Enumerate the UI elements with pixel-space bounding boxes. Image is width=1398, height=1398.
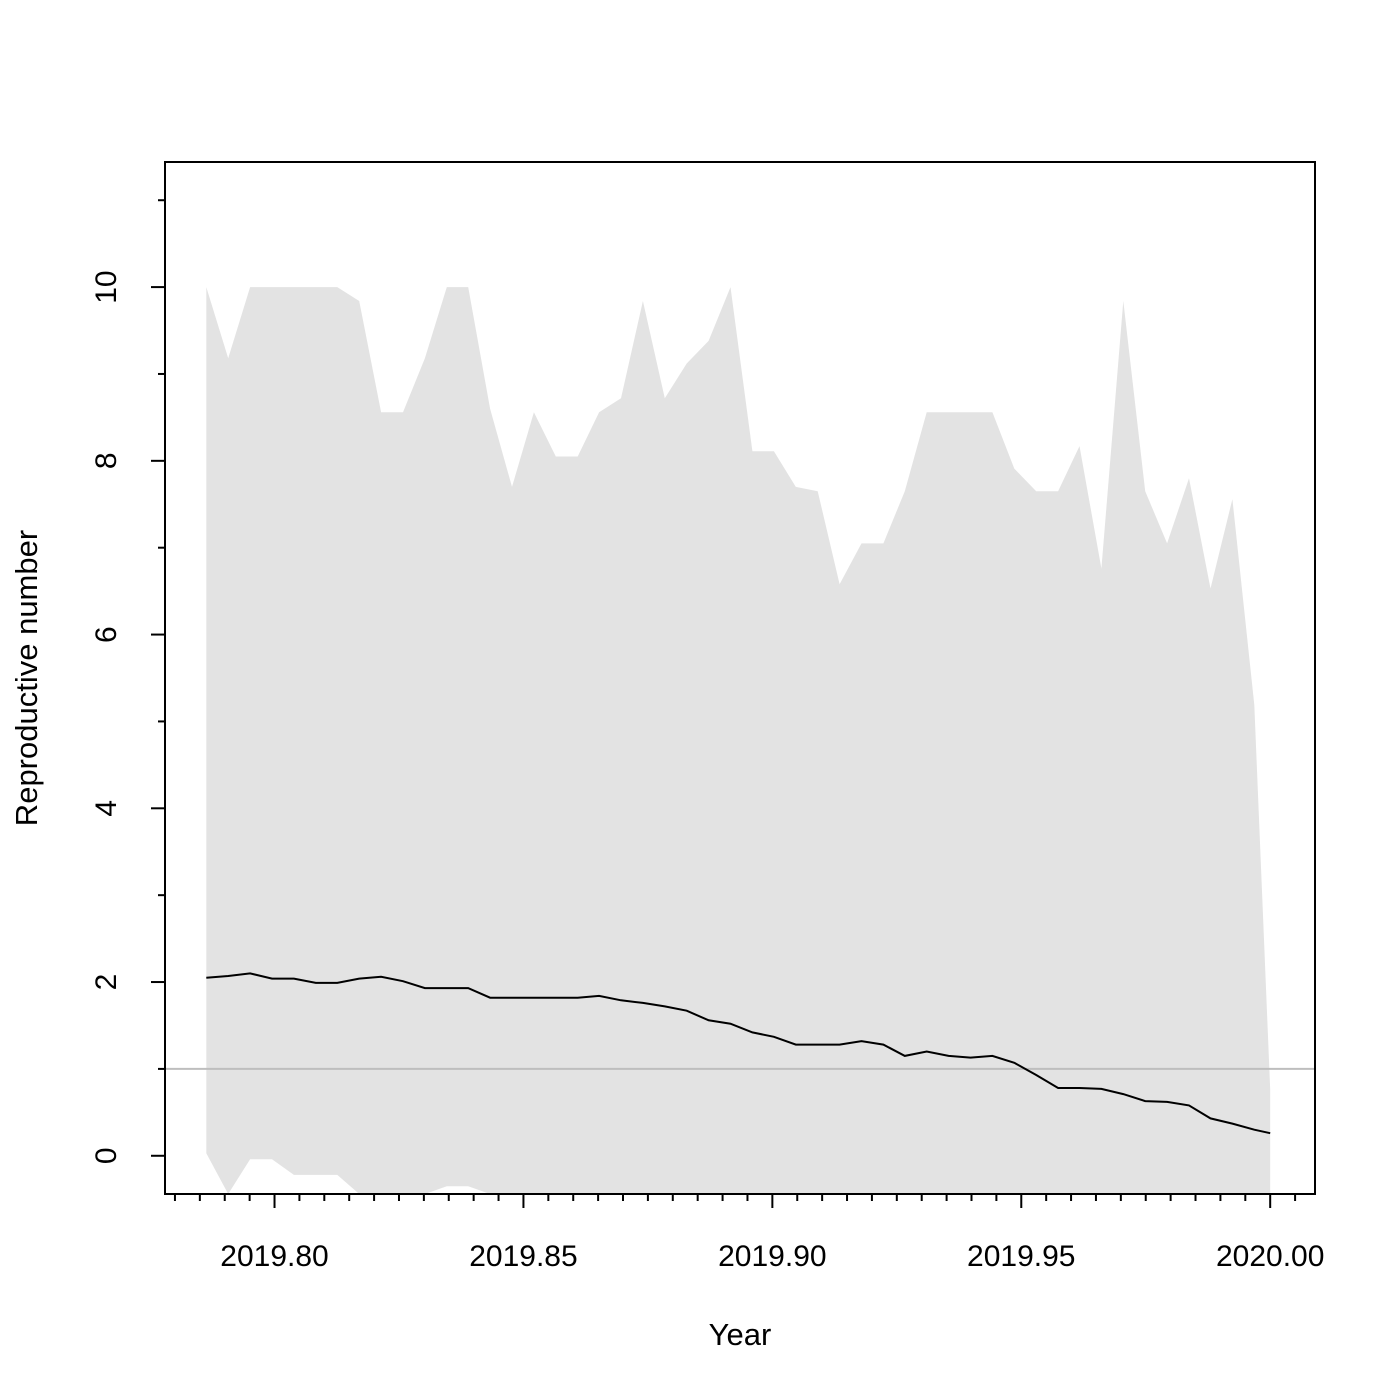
x-tick-label: 2019.90	[718, 1240, 826, 1273]
series-line	[206, 972, 1271, 1135]
plot-frame	[164, 161, 1316, 1195]
y-tick-label: 8	[90, 452, 123, 469]
y-tick-label: 2	[90, 974, 123, 991]
confidence-band	[206, 287, 1271, 1195]
x-axis-title: Year	[709, 1317, 772, 1352]
x-tick-label: 2019.85	[469, 1240, 577, 1273]
x-tick-label: 2019.95	[967, 1240, 1075, 1273]
y-tick-label: 10	[90, 270, 123, 303]
y-tick-label: 4	[90, 800, 123, 817]
y-axis-title: Reproductive number	[9, 530, 44, 826]
axes-layer: 2019.80 2019.85 2019.90 2019.95 2020.00 0 2 4 6 8…	[90, 161, 1324, 1273]
x-tick-label: 2019.80	[220, 1240, 328, 1273]
x-tick-label: 2020.00	[1216, 1240, 1324, 1273]
y-tick-label: 0	[90, 1147, 123, 1164]
y-tick-label: 6	[90, 626, 123, 643]
series-line-layer	[206, 972, 1271, 1135]
band-layer	[206, 287, 1271, 1195]
